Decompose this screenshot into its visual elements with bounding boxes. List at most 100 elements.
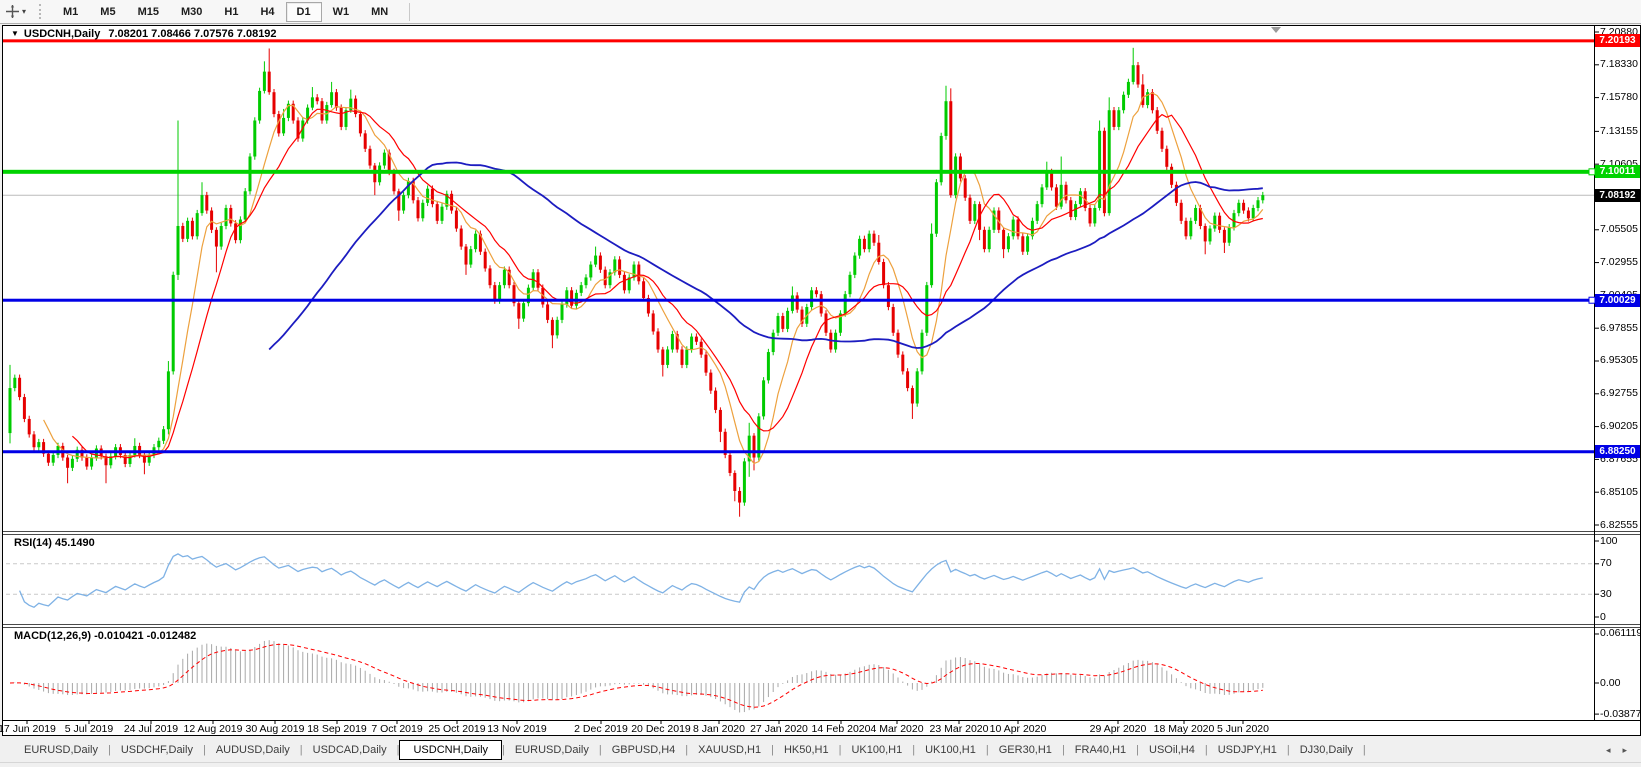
timeframe-button-mn[interactable]: MN (371, 5, 389, 18)
date-tick-label: 25 Oct 2019 (428, 723, 486, 735)
chart-tab-usdjpy-h1[interactable]: USDJPY,H1 (1217, 744, 1277, 756)
tab-separator: | (299, 744, 303, 756)
chart-ohlc-values: 7.08201 7.08466 7.07576 7.08192 (108, 27, 277, 40)
date-tick-label: 23 Mar 2020 (929, 723, 989, 735)
tab-scroll-arrows: ◂ ▸ (1606, 745, 1627, 756)
chart-tab-audusd-daily[interactable]: AUDUSD,Daily (215, 744, 290, 756)
tab-separator: | (1286, 744, 1290, 756)
axis-tick-label: 70 (1600, 557, 1612, 570)
crosshair-tool-button[interactable]: ▾ (2, 2, 29, 21)
toolbar-divider (409, 2, 411, 21)
chart-tab-uk100-h1[interactable]: UK100,H1 (925, 744, 976, 756)
axis-tick-label: 6.92755 (1600, 387, 1638, 400)
date-tick-label: 17 Jun 2019 (0, 723, 56, 735)
axis-tick-label: 0.00 (1600, 676, 1621, 689)
date-tick-label: 8 Jan 2020 (693, 723, 745, 735)
chart-menu-arrow-icon[interactable]: ▼ (11, 29, 19, 38)
chart-tab-eurusd-daily[interactable]: EURUSD,Daily (514, 744, 589, 756)
axis-tick-label: 100 (1600, 534, 1618, 547)
timeframe-button-m15[interactable]: M15 (137, 5, 159, 18)
timeframe-toolbar: ▾ M1 M5 M15 M30 H1 H4 D1 W1 MN (0, 0, 1641, 24)
chart-tab-gbpusd-h4[interactable]: GBPUSD,H4 (611, 744, 676, 756)
current-price-badge: 7.08192 (1595, 188, 1640, 202)
tab-separator: | (107, 744, 111, 756)
tab-separator: | (502, 744, 505, 756)
date-tick-label: 2 Dec 2019 (574, 723, 628, 735)
date-tick-label: 29 Apr 2020 (1089, 723, 1147, 735)
axis-tick-label: 6.97855 (1600, 321, 1638, 334)
axis-tick-label: 30 (1600, 587, 1612, 600)
chart-tab-dj30-daily[interactable]: DJ30,Daily (1299, 744, 1353, 756)
tab-separator: | (985, 744, 989, 756)
axis-tick-label: 6.95305 (1600, 354, 1638, 367)
axis-tick-label: 7.02955 (1600, 256, 1638, 269)
timeframe-button-h1[interactable]: H1 (224, 5, 239, 18)
chart-tab-ger30-h1[interactable]: GER30,H1 (998, 744, 1052, 756)
chart-window: ▼ USDCNH,Daily 7.08201 7.08466 7.07576 7… (0, 25, 1641, 736)
timeframe-button-m30[interactable]: M30 (180, 5, 203, 18)
tab-separator: | (685, 744, 689, 756)
date-tick-label: 10 Apr 2020 (989, 723, 1047, 735)
axis-tick-label: 7.18330 (1600, 58, 1638, 71)
date-tick-label: 5 Jul 2019 (64, 723, 114, 735)
axis-tick-label: 6.85105 (1600, 485, 1638, 498)
chart-tab-hk50-h1[interactable]: HK50,H1 (783, 744, 829, 756)
timeframe-button-w1[interactable]: W1 (332, 5, 350, 18)
chart-tab-eurusd-daily[interactable]: EURUSD,Daily (24, 744, 98, 756)
chart-tab-usdcad-daily[interactable]: USDCAD,Daily (312, 744, 387, 756)
tab-separator: | (1204, 744, 1208, 756)
tab-separator: | (838, 744, 842, 756)
date-tick-label: 18 May 2020 (1153, 723, 1215, 735)
date-tick-label: 7 Oct 2019 (371, 723, 423, 735)
price-level-badge: 7.20193 (1595, 34, 1640, 48)
timeframe-button-h4[interactable]: H4 (260, 5, 275, 18)
crosshair-tool-icon (6, 5, 19, 18)
date-tick-label: 20 Dec 2019 (631, 723, 691, 735)
tab-separator: | (396, 744, 400, 756)
chart-title: ▼ USDCNH,Daily 7.08201 7.08466 7.07576 7… (11, 27, 277, 40)
chart-tab-uk100-h1[interactable]: UK100,H1 (851, 744, 903, 756)
price-level-badge: 7.10011 (1595, 165, 1640, 179)
price-level-badge: 6.88250 (1595, 445, 1640, 459)
timeframe-button-m5[interactable]: M5 (100, 5, 116, 18)
axis-tick-label: 7.05505 (1600, 223, 1638, 236)
date-tick-label: 18 Sep 2019 (307, 723, 367, 735)
chart-tab-usoil-h4[interactable]: USOil,H4 (1149, 744, 1195, 756)
chart-tab-xauusd-h1[interactable]: XAUUSD,H1 (698, 744, 762, 756)
chart-tab-usdchf-daily[interactable]: USDCHF,Daily (120, 744, 193, 756)
tab-separator: | (598, 744, 602, 756)
chart-tab-fra40-h1[interactable]: FRA40,H1 (1074, 744, 1127, 756)
price-chart-canvas[interactable] (3, 26, 1640, 733)
date-tick-label: 27 Jan 2020 (750, 723, 808, 735)
axis-tick-label: 6.90205 (1600, 420, 1638, 433)
statusbar-strip (0, 762, 1641, 767)
date-tick-label: 13 Nov 2019 (487, 723, 547, 735)
axis-tick-label: 7.13155 (1600, 124, 1638, 137)
tool-dropdown-caret-icon[interactable]: ▾ (22, 7, 27, 16)
price-level-badge: 7.00029 (1595, 293, 1640, 307)
axis-tick-label: 0 (1600, 610, 1606, 623)
date-tick-label: 14 Feb 2020 (811, 723, 871, 735)
tab-scroll-right-icon[interactable]: ▸ (1622, 744, 1627, 755)
chart-shift-marker[interactable] (1271, 27, 1281, 33)
axis-tick-label: 0.061119 (1600, 627, 1641, 640)
tab-separator: | (1136, 744, 1140, 756)
axis-tick-label: 7.15780 (1600, 91, 1638, 104)
tab-separator: | (1362, 744, 1366, 756)
tab-separator: | (1061, 744, 1065, 756)
tab-separator: | (202, 744, 206, 756)
timeframe-button-d1[interactable]: D1 (285, 1, 322, 22)
chart-tab-usdcnh-daily[interactable]: USDCNH,Daily (399, 740, 503, 760)
tab-scroll-left-icon[interactable]: ◂ (1605, 744, 1611, 755)
date-tick-label: 12 Aug 2019 (183, 723, 243, 735)
tab-separator: | (771, 744, 774, 756)
toolbar-grip[interactable] (39, 4, 43, 19)
date-tick-label: 5 Jun 2020 (1217, 723, 1269, 735)
date-tick-label: 4 Mar 2020 (870, 723, 924, 735)
date-tick-label: 30 Aug 2019 (245, 723, 305, 735)
timeframe-button-m1[interactable]: M1 (63, 5, 79, 18)
date-tick-label: 24 Jul 2019 (123, 723, 179, 735)
macd-indicator-label: MACD(12,26,9) -0.010421 -0.012482 (14, 630, 197, 642)
